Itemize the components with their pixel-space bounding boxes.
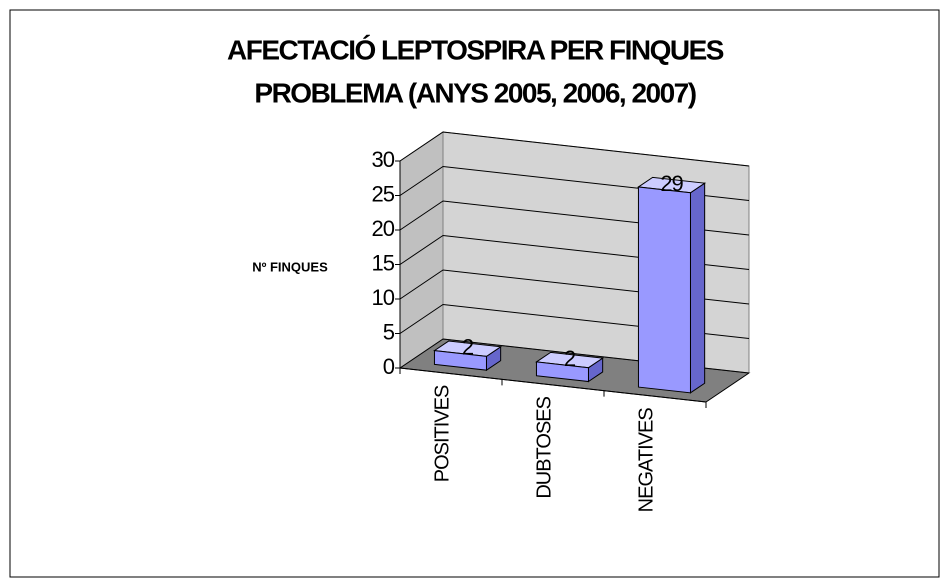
bar: [535, 361, 589, 383]
bar: [433, 350, 487, 371]
chart-title: PROBLEMA (ANYS 2005, 2006, 2007): [254, 77, 695, 108]
y-tick-label: 25: [372, 181, 395, 206]
grid-line: [399, 131, 750, 167]
chart-title: AFECTACIÓ LEPTOSPIRA PER FINQUES: [227, 34, 724, 65]
x-tick-label: POSITIVES: [431, 385, 453, 482]
y-tick-label: 30: [372, 147, 395, 172]
y-axis-label: Nº FINQUES: [252, 259, 328, 274]
x-tick-label: DUBTOSES: [533, 396, 555, 498]
data-label: 29: [660, 171, 683, 196]
y-tick-label: 0: [383, 354, 395, 379]
data-label: 2: [462, 335, 474, 360]
bar-side: [689, 182, 706, 394]
y-tick-label: 10: [372, 285, 395, 310]
y-tick-label: 20: [372, 216, 395, 241]
data-label: 2: [564, 346, 576, 371]
x-axis: [399, 367, 707, 403]
y-tick-label: 5: [383, 319, 395, 344]
y-tick-label: 15: [372, 250, 395, 275]
bar: [637, 186, 691, 394]
x-tick-label: NEGATIVES: [635, 408, 657, 513]
